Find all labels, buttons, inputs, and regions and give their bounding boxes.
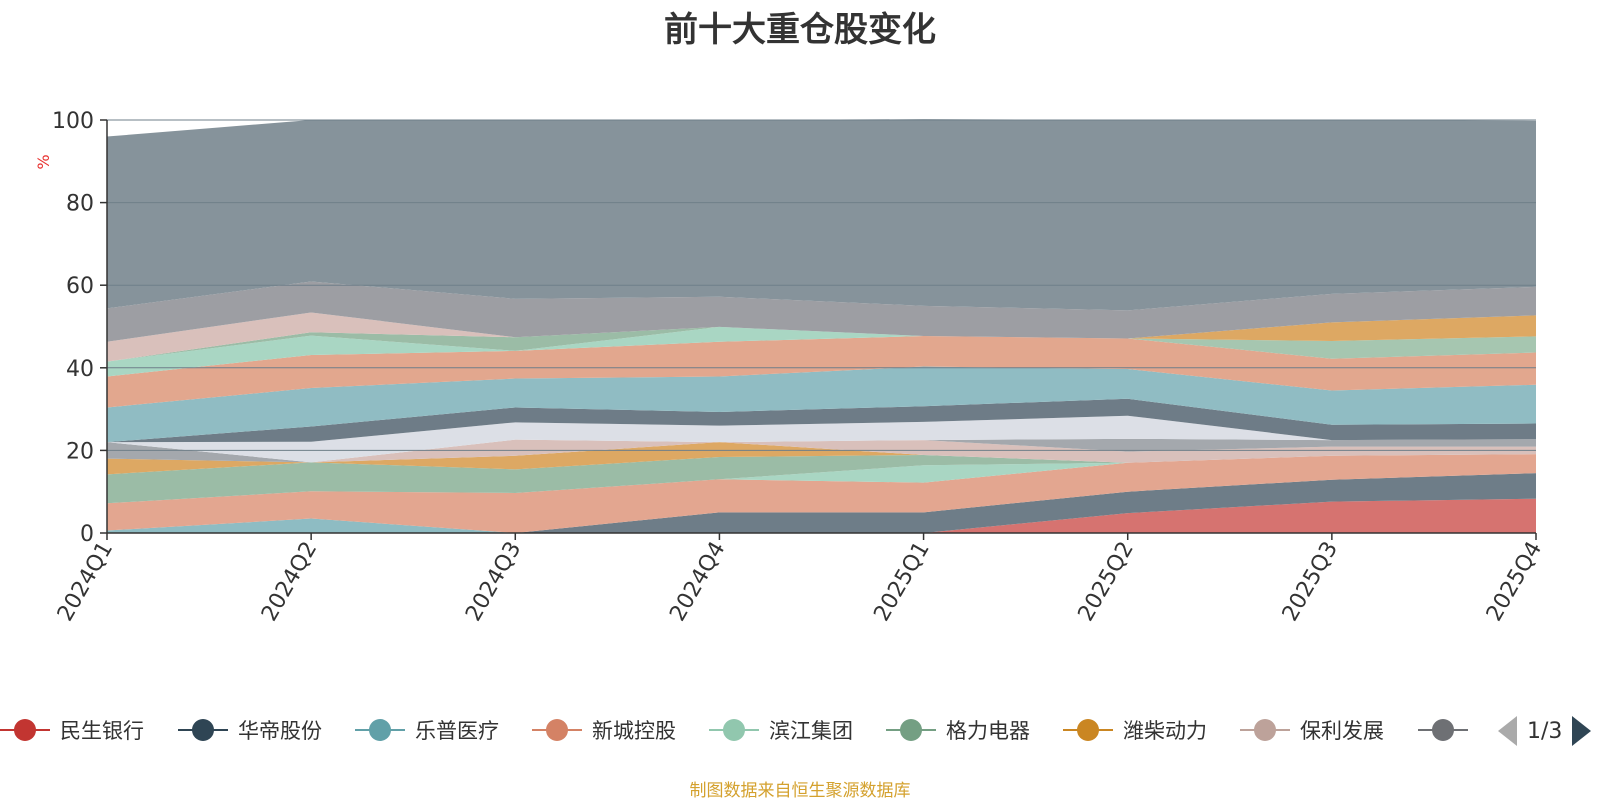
legend-marker-icon	[0, 718, 50, 742]
legend-item[interactable]: 华帝股份	[178, 712, 322, 748]
legend-marker-icon	[1240, 718, 1290, 742]
area-series-1[interactable]	[107, 498, 1536, 533]
area-series-20[interactable]	[107, 119, 1536, 311]
x-tick-label: 2024Q2	[257, 538, 322, 626]
legend-item[interactable]	[1418, 712, 1468, 748]
area-series-10[interactable]	[107, 415, 1536, 463]
legend-marker-icon	[532, 718, 582, 742]
area-series-12[interactable]	[107, 366, 1536, 443]
x-tick-label: 2024Q4	[665, 538, 730, 626]
axes	[100, 119, 1537, 540]
legend: 民生银行 华帝股份 乐普医疗 新城控股 滨江集团 格力电器 潍柴动力 保利发展	[0, 712, 1600, 748]
y-tick-label: 100	[52, 109, 94, 134]
area-series-9[interactable]	[107, 438, 1536, 463]
area-series-3[interactable]	[107, 473, 1536, 533]
legend-item[interactable]: 民生银行	[0, 712, 144, 748]
area-series-6[interactable]	[107, 454, 1536, 504]
chart-title: 前十大重仓股变化	[664, 10, 936, 50]
area-series-2[interactable]	[107, 473, 1536, 533]
legend-marker-icon	[355, 718, 405, 742]
area-series-17[interactable]	[107, 315, 1536, 362]
legend-label: 民生银行	[60, 719, 144, 743]
legend-label: 格力电器	[946, 719, 1030, 743]
area-series-14[interactable]	[107, 335, 1536, 377]
area-series-13[interactable]	[107, 335, 1536, 408]
legend-label: 潍柴动力	[1123, 719, 1207, 743]
legend-marker-icon	[886, 718, 936, 742]
legend-label: 乐普医疗	[415, 719, 499, 743]
legend-marker-icon	[709, 718, 759, 742]
area-series-4[interactable]	[107, 454, 1536, 533]
legend-item[interactable]: 保利发展	[1240, 712, 1384, 748]
x-tick-label: 2025Q4	[1482, 538, 1547, 626]
y-axis-label: %	[34, 154, 53, 169]
legend-item[interactable]: 乐普医疗	[355, 712, 499, 748]
legend-marker-icon	[1418, 718, 1468, 742]
area-series-5[interactable]	[107, 454, 1536, 504]
area-series-7[interactable]	[107, 442, 1536, 475]
legend-label: 华帝股份	[238, 719, 322, 743]
x-tick-label: 2025Q3	[1278, 538, 1343, 626]
legend-page-indicator: 1/3	[1527, 718, 1563, 744]
y-tick-label: 20	[66, 439, 94, 464]
area-series-15[interactable]	[107, 326, 1536, 377]
x-tick-label: 2024Q1	[53, 538, 118, 626]
x-tick-label: 2024Q3	[461, 538, 526, 626]
legend-marker-icon	[1063, 718, 1113, 742]
legend-item[interactable]: 滨江集团	[709, 712, 853, 748]
legend-label: 新城控股	[592, 719, 676, 743]
area-series-19[interactable]	[107, 281, 1536, 342]
x-tick-label: 2025Q2	[1074, 538, 1139, 626]
area-layers	[107, 119, 1536, 533]
legend-label: 保利发展	[1300, 719, 1384, 743]
legend-marker-icon	[178, 718, 228, 742]
legend-prev-icon[interactable]	[1498, 716, 1517, 746]
x-tick-label: 2025Q1	[869, 538, 934, 626]
legend-item[interactable]: 新城控股	[532, 712, 676, 748]
legend-item[interactable]: 格力电器	[886, 712, 1030, 748]
area-series-8[interactable]	[107, 439, 1536, 463]
y-tick-label: 40	[66, 357, 94, 382]
legend-next-icon[interactable]	[1572, 716, 1592, 746]
y-tick-label: 80	[66, 192, 94, 217]
source-note: 制图数据来自恒生聚源数据库	[689, 781, 911, 801]
y-tick-label: 0	[80, 522, 94, 547]
y-tick-label: 60	[66, 274, 94, 299]
grid-lines	[107, 119, 1536, 451]
legend-pager: 1/3	[1498, 716, 1592, 746]
area-series-11[interactable]	[107, 398, 1536, 443]
legend-item[interactable]: 潍柴动力	[1063, 712, 1207, 748]
legend-label: 滨江集团	[769, 719, 853, 743]
